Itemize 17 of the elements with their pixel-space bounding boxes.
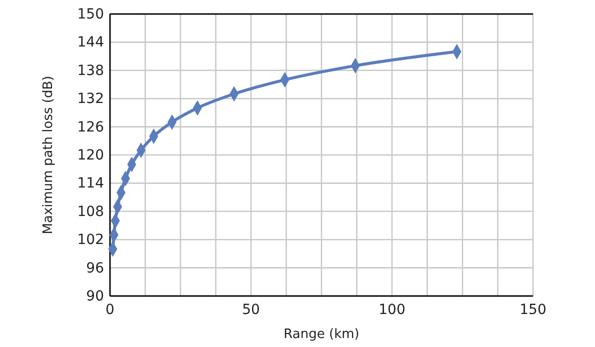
- y-tick-label: 138: [77, 62, 104, 79]
- y-tick-label: 150: [77, 6, 104, 22]
- y-tick-label: 90: [86, 288, 104, 304]
- x-tick-label: 150: [520, 302, 546, 318]
- y-tick-label: 144: [77, 34, 104, 51]
- y-tick-label: 126: [77, 119, 104, 136]
- x-tick-label: 0: [106, 302, 114, 318]
- y-tick-label: 132: [77, 91, 104, 108]
- y-tick-label: 102: [77, 232, 104, 248]
- y-tick-label: 108: [77, 204, 104, 220]
- y-tick-label: 96: [86, 260, 104, 276]
- x-tick-label: 100: [378, 302, 406, 318]
- x-axis-title: Range (km): [284, 327, 360, 342]
- y-tick-label: 114: [77, 176, 104, 192]
- y-axis-title: Maximum path loss (dB): [41, 76, 56, 234]
- x-tick-label: 50: [242, 302, 260, 318]
- y-tick-label: 120: [77, 147, 104, 164]
